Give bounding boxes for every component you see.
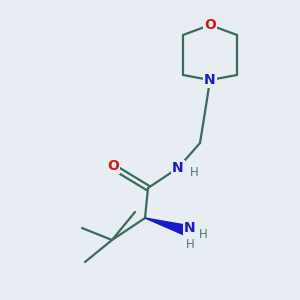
Text: N: N (172, 161, 184, 175)
Text: O: O (204, 18, 216, 32)
Polygon shape (145, 218, 186, 235)
Text: N: N (204, 73, 216, 87)
Text: O: O (107, 159, 119, 173)
Text: H: H (199, 227, 207, 241)
Text: H: H (190, 167, 198, 179)
Text: N: N (184, 221, 196, 235)
Text: H: H (186, 238, 194, 250)
